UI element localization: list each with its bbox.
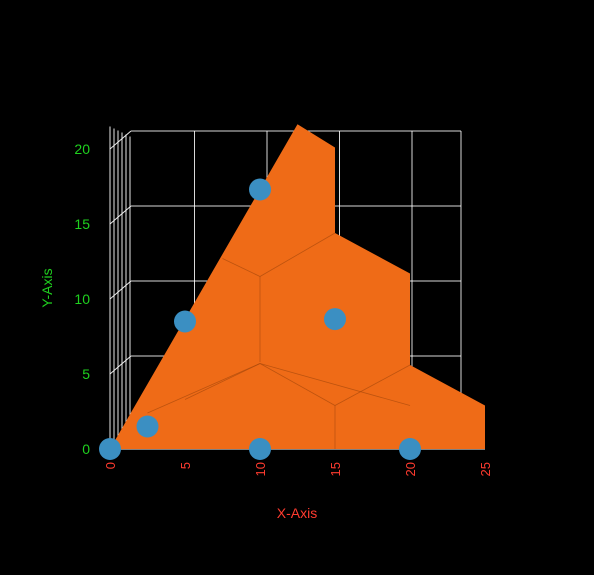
y-tick-label-0: 0 [82, 441, 90, 457]
y-tick-labels: 0 5 10 15 20 [74, 141, 90, 457]
x-tick-label-2: 10 [253, 462, 268, 476]
data-point-4 [174, 310, 196, 333]
facet-edge-2 [334, 364, 411, 406]
x-tick-label-0: 0 [103, 462, 118, 469]
y-axis-title: Y-Axis [39, 268, 55, 307]
surface-polygon [110, 124, 485, 449]
facet-edge-5 [259, 363, 411, 406]
x-tick-label-5: 25 [478, 462, 493, 476]
data-point-1 [136, 415, 159, 438]
depth-diag-4 [109, 130, 132, 150]
x-tick-labels: 0 5 10 15 20 25 [103, 462, 493, 476]
x-tick-label-1: 5 [178, 462, 193, 469]
y-tick-label-2: 10 [74, 291, 90, 307]
depth-diag-2 [109, 280, 132, 300]
depth-diag-1 [109, 355, 132, 375]
facet-edge-1 [259, 363, 336, 406]
x-tick-label-3: 15 [328, 462, 343, 476]
depth-lines [109, 126, 132, 450]
y-tick-label-4: 20 [74, 141, 90, 157]
x-axis-title: X-Axis [277, 505, 317, 521]
y-tick-label-3: 15 [74, 216, 90, 232]
data-point-2 [249, 438, 271, 460]
data-points [99, 178, 421, 460]
data-point-5 [324, 308, 346, 331]
facet-edge-4 [147, 363, 261, 414]
data-point-0 [99, 438, 121, 460]
y-tick-label-1: 5 [82, 366, 90, 382]
data-point-3 [399, 438, 421, 460]
facet-edge-0 [184, 363, 261, 400]
facet-edge-7 [259, 232, 336, 277]
depth-diag-3 [109, 205, 132, 225]
x-tick-label-4: 20 [403, 462, 418, 476]
data-point-6 [249, 178, 271, 201]
facet-edge-6 [222, 258, 261, 277]
surface [110, 124, 485, 449]
